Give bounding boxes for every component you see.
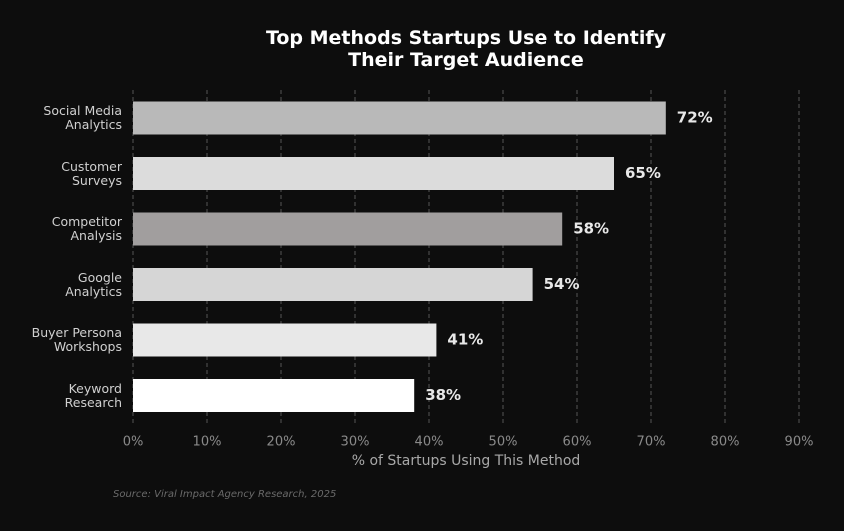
value-label: 58% bbox=[573, 220, 609, 238]
y-tick-label: Keyword Research bbox=[64, 380, 122, 410]
bar bbox=[133, 157, 614, 190]
bar bbox=[133, 101, 666, 135]
y-tick-label: Customer Surveys bbox=[61, 158, 122, 188]
value-label: 72% bbox=[677, 109, 713, 127]
source-note: Source: Viral Impact Agency Research, 20… bbox=[113, 489, 337, 500]
bar bbox=[133, 379, 415, 412]
x-tick-label: 10% bbox=[193, 435, 222, 450]
value-label: 41% bbox=[447, 331, 483, 349]
y-tick-label: Social Media Analytics bbox=[43, 103, 122, 132]
x-tick-label: 80% bbox=[711, 435, 740, 450]
y-tick-label: Buyer Persona Workshops bbox=[31, 325, 122, 354]
x-tick-label: 30% bbox=[341, 435, 370, 450]
x-tick-label: 0% bbox=[123, 435, 144, 450]
chart-title: Top Methods Startups Use to Identify The… bbox=[265, 27, 667, 71]
value-label: 65% bbox=[625, 164, 661, 182]
bar bbox=[133, 212, 563, 246]
bar bbox=[133, 323, 437, 357]
value-label: 54% bbox=[544, 275, 580, 293]
x-tick-label: 60% bbox=[563, 435, 592, 450]
value-label: 38% bbox=[425, 386, 461, 404]
y-tick-label: Google Analytics bbox=[65, 269, 122, 299]
x-tick-label: 90% bbox=[785, 435, 814, 450]
x-tick-label: 50% bbox=[489, 435, 518, 450]
y-tick-label: Competitor Analysis bbox=[51, 214, 122, 243]
x-axis-label: % of Startups Using This Method bbox=[351, 453, 581, 469]
x-tick-label: 40% bbox=[415, 435, 444, 450]
x-tick-label: 70% bbox=[637, 435, 666, 450]
x-tick-label: 20% bbox=[267, 435, 296, 450]
bar bbox=[133, 268, 533, 301]
